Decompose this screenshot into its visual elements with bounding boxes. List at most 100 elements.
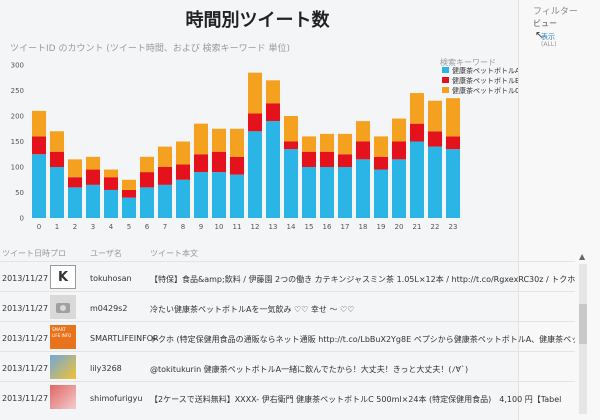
bar-segment[interactable] [391, 159, 407, 218]
bar-segment[interactable] [265, 80, 281, 104]
bar-segment[interactable] [175, 164, 191, 180]
bar-segment[interactable] [337, 167, 353, 218]
bar-segment[interactable] [193, 154, 209, 173]
legend-entry[interactable]: 健康茶ペットボトルA [452, 66, 520, 75]
avatar [50, 355, 76, 379]
avatar: SMART LIFE INFO [50, 325, 76, 349]
bar-segment[interactable] [193, 172, 209, 218]
bar-segment[interactable] [373, 169, 389, 218]
bar-segment[interactable] [121, 179, 137, 190]
bar-segment[interactable] [319, 133, 335, 152]
bar-segment[interactable] [103, 189, 119, 218]
bar-segment[interactable] [121, 197, 137, 218]
legend-entry[interactable]: 健康茶ペットボトルB [452, 76, 520, 85]
table-row[interactable]: 2013/11/27 shimofurigyu 【2ケースで送料無料】XXXX-… [0, 381, 575, 412]
table-scrollbar[interactable] [579, 264, 587, 414]
bar-segment[interactable] [67, 159, 83, 178]
bar-segment[interactable] [211, 172, 227, 218]
bar-segment[interactable] [319, 167, 335, 218]
bar-segment[interactable] [427, 100, 443, 132]
bar-segment[interactable] [247, 131, 263, 218]
bar-segment[interactable] [337, 133, 353, 155]
y-tick-label: 200 [11, 113, 24, 121]
tweet-date: 2013/11/27 [2, 364, 49, 373]
bar-segment[interactable] [265, 121, 281, 218]
bar-segment[interactable] [49, 131, 65, 152]
bar-segment[interactable] [157, 167, 173, 185]
x-tick-label: 12 [251, 223, 260, 231]
bar-segment[interactable] [31, 154, 47, 218]
scrollbar-thumb[interactable] [579, 304, 587, 344]
bar-segment[interactable] [373, 136, 389, 157]
bar-segment[interactable] [427, 146, 443, 218]
bar-segment[interactable] [157, 146, 173, 167]
bar-segment[interactable] [247, 72, 263, 114]
bar-segment[interactable] [283, 116, 299, 142]
bar-segment[interactable] [445, 136, 461, 150]
bar-segment[interactable] [409, 141, 425, 219]
column-header-date[interactable]: ツイート日時 [2, 249, 50, 258]
tweet-user: lily3268 [90, 364, 122, 373]
bar-segment[interactable] [445, 149, 461, 218]
y-axis: 0 50 100 150 200 250 300 [11, 62, 24, 223]
bar-segment[interactable] [391, 118, 407, 142]
bar-segment[interactable] [67, 177, 83, 188]
bar-segment[interactable] [31, 136, 47, 155]
scroll-up-icon[interactable]: ▲ [579, 252, 586, 261]
bar-segment[interactable] [49, 167, 65, 218]
bar-segment[interactable] [211, 128, 227, 152]
tweet-text: @tokitukurin 健康茶ペットボトルA一緒に飲んでたから！大丈夫！きっと… [150, 365, 469, 374]
bar-segment[interactable] [265, 103, 281, 122]
bar-segment[interactable] [355, 159, 371, 218]
bar-segment[interactable] [301, 136, 317, 152]
column-header-user[interactable]: ユーザ名 [90, 249, 122, 258]
bar-segment[interactable] [355, 121, 371, 142]
bar-segment[interactable] [103, 169, 119, 178]
bar-segment[interactable] [67, 187, 83, 218]
bar-segment[interactable] [103, 177, 119, 190]
bar-segment[interactable] [355, 141, 371, 160]
bar-segment[interactable] [175, 141, 191, 165]
bar-segment[interactable] [373, 156, 389, 170]
bar-segment[interactable] [49, 151, 65, 167]
bar-segment[interactable] [301, 167, 317, 218]
bar-segment[interactable] [337, 154, 353, 167]
bar-segment[interactable] [283, 149, 299, 218]
x-tick-label: 15 [305, 223, 314, 231]
bar-segment[interactable] [85, 156, 101, 170]
bar-segment[interactable] [445, 98, 461, 137]
bar-segment[interactable] [31, 110, 47, 137]
bar-segment[interactable] [283, 141, 299, 150]
column-header-profile[interactable]: プロ [50, 249, 66, 258]
filter-sub-label[interactable]: 表示 [541, 33, 555, 41]
bar-segment[interactable] [157, 184, 173, 218]
bar-segment[interactable] [319, 151, 335, 167]
bar-segment[interactable] [121, 189, 137, 198]
bar-segment[interactable] [175, 179, 191, 218]
bar-segment[interactable] [409, 123, 425, 142]
bar-segment[interactable] [193, 123, 209, 155]
bar-segment[interactable] [229, 156, 245, 175]
bar-segment[interactable] [301, 151, 317, 167]
bar-segment[interactable] [139, 172, 155, 188]
bar-segment[interactable] [85, 169, 101, 185]
bar-segment[interactable] [427, 131, 443, 147]
bar-segment[interactable] [211, 151, 227, 173]
bar-segment[interactable] [247, 113, 263, 132]
table-row[interactable]: 2013/11/27 tokuhosan 【特保】食品&amp;飲料 / 伊藤園… [0, 261, 575, 292]
camera-icon [50, 295, 76, 319]
bar-segment[interactable] [229, 174, 245, 218]
bar-segment[interactable] [409, 93, 425, 124]
filter-view-label[interactable]: ビュー [533, 19, 557, 28]
bar-segment[interactable] [85, 184, 101, 218]
column-header-text[interactable]: ツイート本文 [150, 249, 198, 258]
table-row[interactable]: 2013/11/27 m0429s2 冷たい健康茶ペットボトルAを一気飲み ♡♡… [0, 291, 575, 322]
table-row[interactable]: 2013/11/27 lily3268 @tokitukurin 健康茶ペットボ… [0, 351, 575, 382]
bar-segment[interactable] [139, 156, 155, 173]
bar-segment[interactable] [229, 128, 245, 157]
legend-entry[interactable]: 健康茶ペットボトルC [452, 86, 520, 95]
bar-segment[interactable] [391, 141, 407, 160]
bar-segment[interactable] [139, 187, 155, 218]
table-row[interactable]: 2013/11/27 SMART LIFE INFO SMARTLIFEINFO… [0, 321, 575, 352]
